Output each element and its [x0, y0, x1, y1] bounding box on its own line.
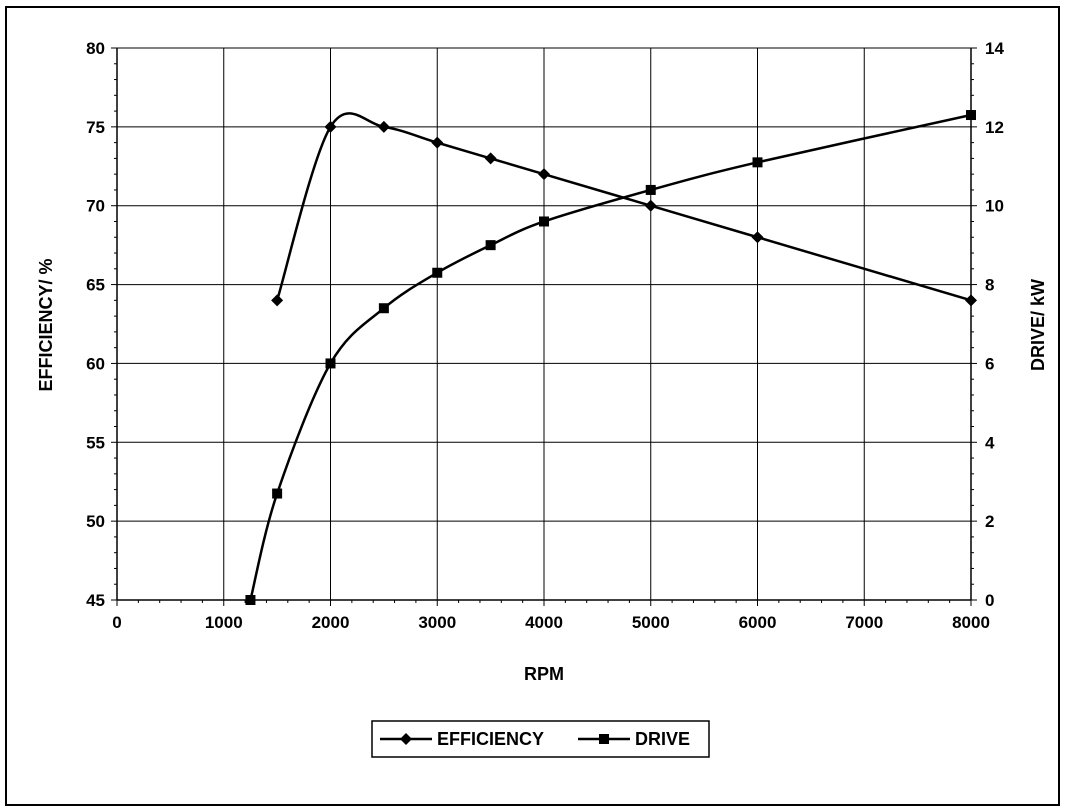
grid-lines: [116, 47, 972, 601]
point-drive-4: [432, 267, 443, 278]
series-line-efficiency: [275, 112, 972, 302]
y-left-tick-label-1: 50: [86, 512, 105, 531]
y-left-axis-title: EFFICIENCY/ %: [36, 258, 56, 391]
point-efficiency-7: [751, 231, 764, 244]
point-drive-9: [966, 110, 976, 121]
point-efficiency-6: [644, 199, 657, 212]
legend-drive-label: DRIVE: [635, 729, 690, 749]
y-right-tick-label-7: 14: [985, 39, 1004, 58]
x-tick-label-2: 2000: [312, 613, 350, 632]
y-left-tick-label-6: 75: [86, 118, 105, 137]
y-right-tick-label-1: 2: [985, 512, 994, 531]
x-tick-label-5: 5000: [632, 613, 670, 632]
point-efficiency-0: [271, 294, 284, 307]
x-tick-label-0: 0: [112, 613, 121, 632]
point-efficiency-4: [484, 152, 497, 165]
y-right-axis-title: DRIVE/ kW: [1028, 279, 1048, 371]
point-efficiency-2: [377, 120, 390, 133]
x-tick-label-4: 4000: [525, 613, 563, 632]
y-left-tick-label-3: 60: [86, 354, 105, 373]
legend-efficiency-label: EFFICIENCY: [437, 729, 544, 749]
legend-item-efficiency: EFFICIENCY: [380, 729, 544, 749]
point-drive-1: [272, 488, 283, 499]
legend-drive-marker: [599, 734, 609, 744]
axes: 0 1000 2000 3000 4000 5000 6000 7000 8000 45 50 55 6…: [86, 39, 1004, 632]
point-efficiency-1: [324, 120, 337, 133]
y-right-tick-label-4: 8: [985, 276, 994, 295]
point-drive-7: [645, 184, 656, 195]
point-efficiency-8: [965, 294, 977, 307]
point-drive-5: [485, 240, 496, 251]
y-left-tick-label-4: 65: [86, 276, 105, 295]
series-line-drive: [249, 113, 972, 601]
y-left-tick-label-5: 70: [86, 197, 105, 216]
point-drive-3: [378, 303, 389, 314]
y-right-tick-label-0: 0: [985, 591, 994, 610]
chart-svg: 0 1000 2000 3000 4000 5000 6000 7000 8000 45 50 55 6…: [36, 39, 1048, 758]
x-axis-title: RPM: [524, 664, 564, 684]
y-left-tick-label-7: 80: [86, 39, 105, 58]
legend-efficiency-marker: [400, 733, 412, 745]
point-efficiency-3: [431, 136, 444, 149]
point-drive-6: [539, 216, 549, 227]
chart-frame: [5, 6, 1060, 806]
point-efficiency-5: [538, 168, 550, 181]
x-tick-label-8: 8000: [952, 613, 990, 632]
y-left-tick-label-2: 55: [86, 433, 105, 452]
x-tick-label-6: 6000: [739, 613, 777, 632]
y-right-tick-label-2: 4: [985, 433, 995, 452]
series-group: [245, 110, 977, 605]
y-right-tick-label-6: 12: [985, 118, 1004, 137]
y-right-tick-label-5: 10: [985, 197, 1004, 216]
x-tick-label-3: 3000: [418, 613, 456, 632]
y-right-tick-label-3: 6: [985, 354, 994, 373]
legend: EFFICIENCY DRIVE: [371, 720, 710, 758]
point-drive-2: [325, 358, 336, 369]
x-tick-label-1: 1000: [205, 613, 243, 632]
point-drive-8: [752, 157, 763, 168]
x-tick-label-7: 7000: [845, 613, 883, 632]
point-drive-0: [245, 595, 256, 605]
y-left-tick-label-0: 45: [86, 591, 105, 610]
legend-item-drive: DRIVE: [578, 729, 690, 749]
